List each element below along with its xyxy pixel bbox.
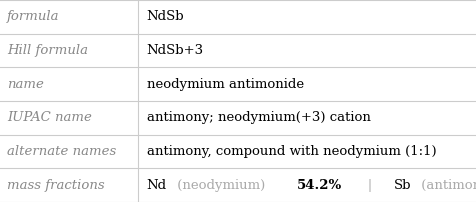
Text: neodymium antimonide: neodymium antimonide (147, 78, 304, 91)
Text: (neodymium): (neodymium) (173, 179, 269, 192)
Text: NdSb: NdSb (147, 10, 184, 23)
Text: antimony; neodymium(+3) cation: antimony; neodymium(+3) cation (147, 111, 370, 124)
Text: antimony, compound with neodymium (1:1): antimony, compound with neodymium (1:1) (147, 145, 436, 158)
Text: formula: formula (7, 10, 60, 23)
Text: |: | (356, 179, 386, 192)
Text: Hill formula: Hill formula (7, 44, 88, 57)
Text: IUPAC name: IUPAC name (7, 111, 92, 124)
Text: alternate names: alternate names (7, 145, 117, 158)
Text: 54.2%: 54.2% (297, 179, 342, 192)
Text: (antimony): (antimony) (417, 179, 476, 192)
Text: Sb: Sb (394, 179, 412, 192)
Text: name: name (7, 78, 44, 91)
Text: mass fractions: mass fractions (7, 179, 105, 192)
Text: NdSb+3: NdSb+3 (147, 44, 204, 57)
Text: Nd: Nd (147, 179, 167, 192)
